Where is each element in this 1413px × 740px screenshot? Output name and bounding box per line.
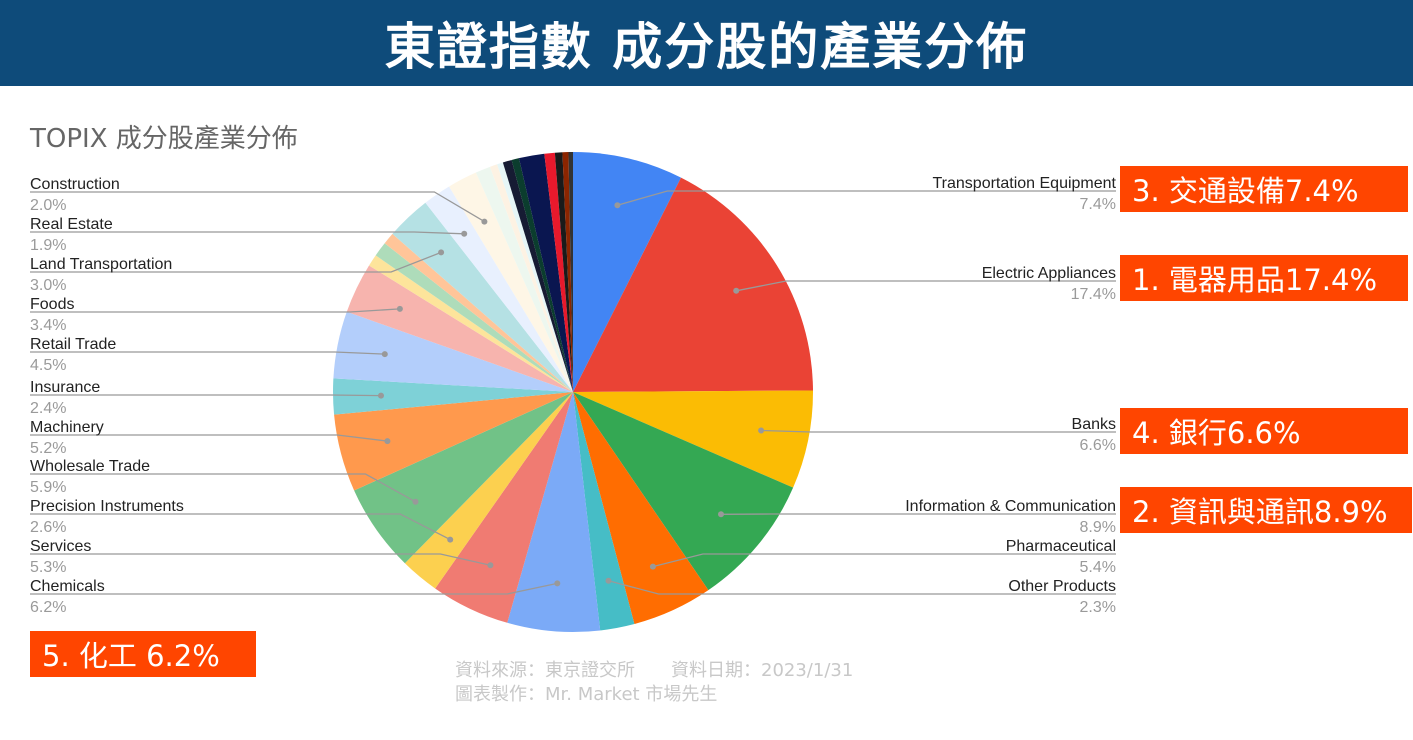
slice-value-construction: 2.0% [30, 197, 66, 214]
pie-slice-unlabeled [544, 152, 573, 392]
pie-slice-construction [449, 172, 573, 392]
pie-slice-unlabeled [568, 151, 573, 392]
title-banner: 東證指數 成分股的產業分佈 [0, 0, 1413, 86]
leader-line-machinery [30, 434, 388, 442]
pie-slice-unlabeled [384, 233, 573, 392]
slice-value-real-estate: 1.9% [30, 237, 66, 254]
pie-slice-transportation-equipment [573, 152, 682, 392]
pie-slice-information-and-communication [573, 392, 794, 591]
slice-value-wholesale-trade: 5.9% [30, 479, 66, 496]
pie-slice-pharmaceutical [573, 392, 709, 625]
callout-banks: 4. 銀行6.6% [1120, 408, 1408, 454]
pie-slice-foods [346, 265, 573, 392]
pie-slice-precision-instruments [404, 392, 573, 589]
pie-slice-wholesale-trade [354, 392, 573, 564]
slice-value-electric-appliances: 17.4% [1071, 286, 1116, 303]
slice-label-other-products: Other Products [1008, 578, 1116, 595]
banner-title: 東證指數 成分股的產業分佈 [384, 18, 1029, 76]
callout-information-communication: 2. 資訊與通訊8.9% [1120, 487, 1412, 533]
pie-slice-unlabeled [497, 162, 573, 392]
source-note: 資料來源：東京證交所 資料日期：2023/1/31 [455, 660, 854, 681]
slice-label-information-and-communication: Information & Communication [905, 498, 1116, 515]
callout-electric-appliances: 1. 電器用品17.4% [1120, 255, 1408, 301]
leader-line-pharmaceutical [652, 553, 1116, 568]
pie-slice-banks [573, 390, 814, 488]
slice-label-wholesale-trade: Wholesale Trade [30, 458, 150, 475]
leader-line-wholesale-trade [30, 473, 416, 503]
leader-line-other-products [608, 580, 1116, 595]
slice-value-land-transportation: 3.0% [30, 277, 66, 294]
slice-value-precision-instruments: 2.6% [30, 519, 66, 536]
slice-label-transportation-equipment: Transportation Equipment [932, 175, 1116, 192]
pie-slice-unlabeled [511, 158, 573, 392]
slice-value-banks: 6.6% [1080, 437, 1116, 454]
slice-value-insurance: 2.4% [30, 400, 66, 417]
pie-slice-unlabeled [369, 255, 573, 392]
slice-label-electric-appliances: Electric Appliances [982, 265, 1116, 282]
callout-transportation-equipment: 3. 交通設備7.4% [1120, 166, 1408, 212]
pie-slice-unlabeled [489, 164, 573, 392]
slice-value-pharmaceutical: 5.4% [1080, 559, 1116, 576]
pie-slice-retail-trade [333, 311, 573, 392]
slice-label-services: Services [30, 538, 91, 555]
pie-slice-real-estate [425, 186, 573, 392]
pie-slice-unlabeled [502, 159, 573, 392]
leader-line-banks [761, 429, 1116, 433]
leader-line-real-estate [30, 231, 465, 235]
slice-label-insurance: Insurance [30, 379, 100, 396]
slice-label-foods: Foods [30, 296, 74, 313]
slice-value-foods: 3.4% [30, 317, 66, 334]
slice-label-precision-instruments: Precision Instruments [30, 498, 184, 515]
leader-line-electric-appliances [736, 280, 1116, 292]
pie-slice-unlabeled [518, 153, 573, 392]
leader-line-transportation-equipment [617, 190, 1116, 206]
pie-slice-electric-appliances [573, 177, 813, 392]
pie-slice-unlabeled [475, 166, 573, 392]
pie-slice-services [435, 392, 573, 623]
pie-slice-other-products [573, 392, 635, 631]
slice-label-pharmaceutical: Pharmaceutical [1006, 538, 1116, 555]
leader-line-services [30, 553, 491, 566]
slice-label-machinery: Machinery [30, 419, 104, 436]
leader-line-chemicals [30, 582, 558, 595]
slice-value-chemicals: 6.2% [30, 599, 66, 616]
leader-line-land-transportation [30, 251, 442, 273]
leader-line-insurance [30, 394, 382, 397]
pie-slice-land-transportation [392, 202, 573, 392]
slice-value-retail-trade: 4.5% [30, 357, 66, 374]
pie-slice-machinery [334, 392, 573, 491]
slice-value-services: 5.3% [30, 559, 66, 576]
maker-note: 圖表製作：Mr. Market 市場先生 [455, 684, 718, 705]
chart-title: TOPIX 成分股產業分佈 [30, 124, 298, 154]
slice-value-machinery: 5.2% [30, 440, 66, 457]
slice-label-construction: Construction [30, 176, 120, 193]
pie-slice-unlabeled [375, 243, 573, 392]
slice-label-banks: Banks [1072, 416, 1116, 433]
leader-line-precision-instruments [30, 513, 451, 541]
slice-label-land-transportation: Land Transportation [30, 256, 172, 273]
slice-label-retail-trade: Retail Trade [30, 336, 116, 353]
pie-slice-insurance [333, 378, 573, 415]
leader-line-foods [30, 308, 400, 313]
slice-value-transportation-equipment: 7.4% [1080, 196, 1116, 213]
slice-value-information-and-communication: 8.9% [1080, 519, 1116, 536]
pie-slice-unlabeled [562, 152, 573, 392]
slice-value-other-products: 2.3% [1080, 599, 1116, 616]
leader-line-construction [30, 191, 485, 223]
slice-label-real-estate: Real Estate [30, 216, 113, 233]
callout-chemicals: 5. 化工 6.2% [30, 631, 256, 677]
leader-line-retail-trade [30, 351, 385, 355]
pie-slice-unlabeled [554, 152, 573, 392]
pie-slice-chemicals [507, 392, 601, 632]
slice-label-chemicals: Chemicals [30, 578, 105, 595]
